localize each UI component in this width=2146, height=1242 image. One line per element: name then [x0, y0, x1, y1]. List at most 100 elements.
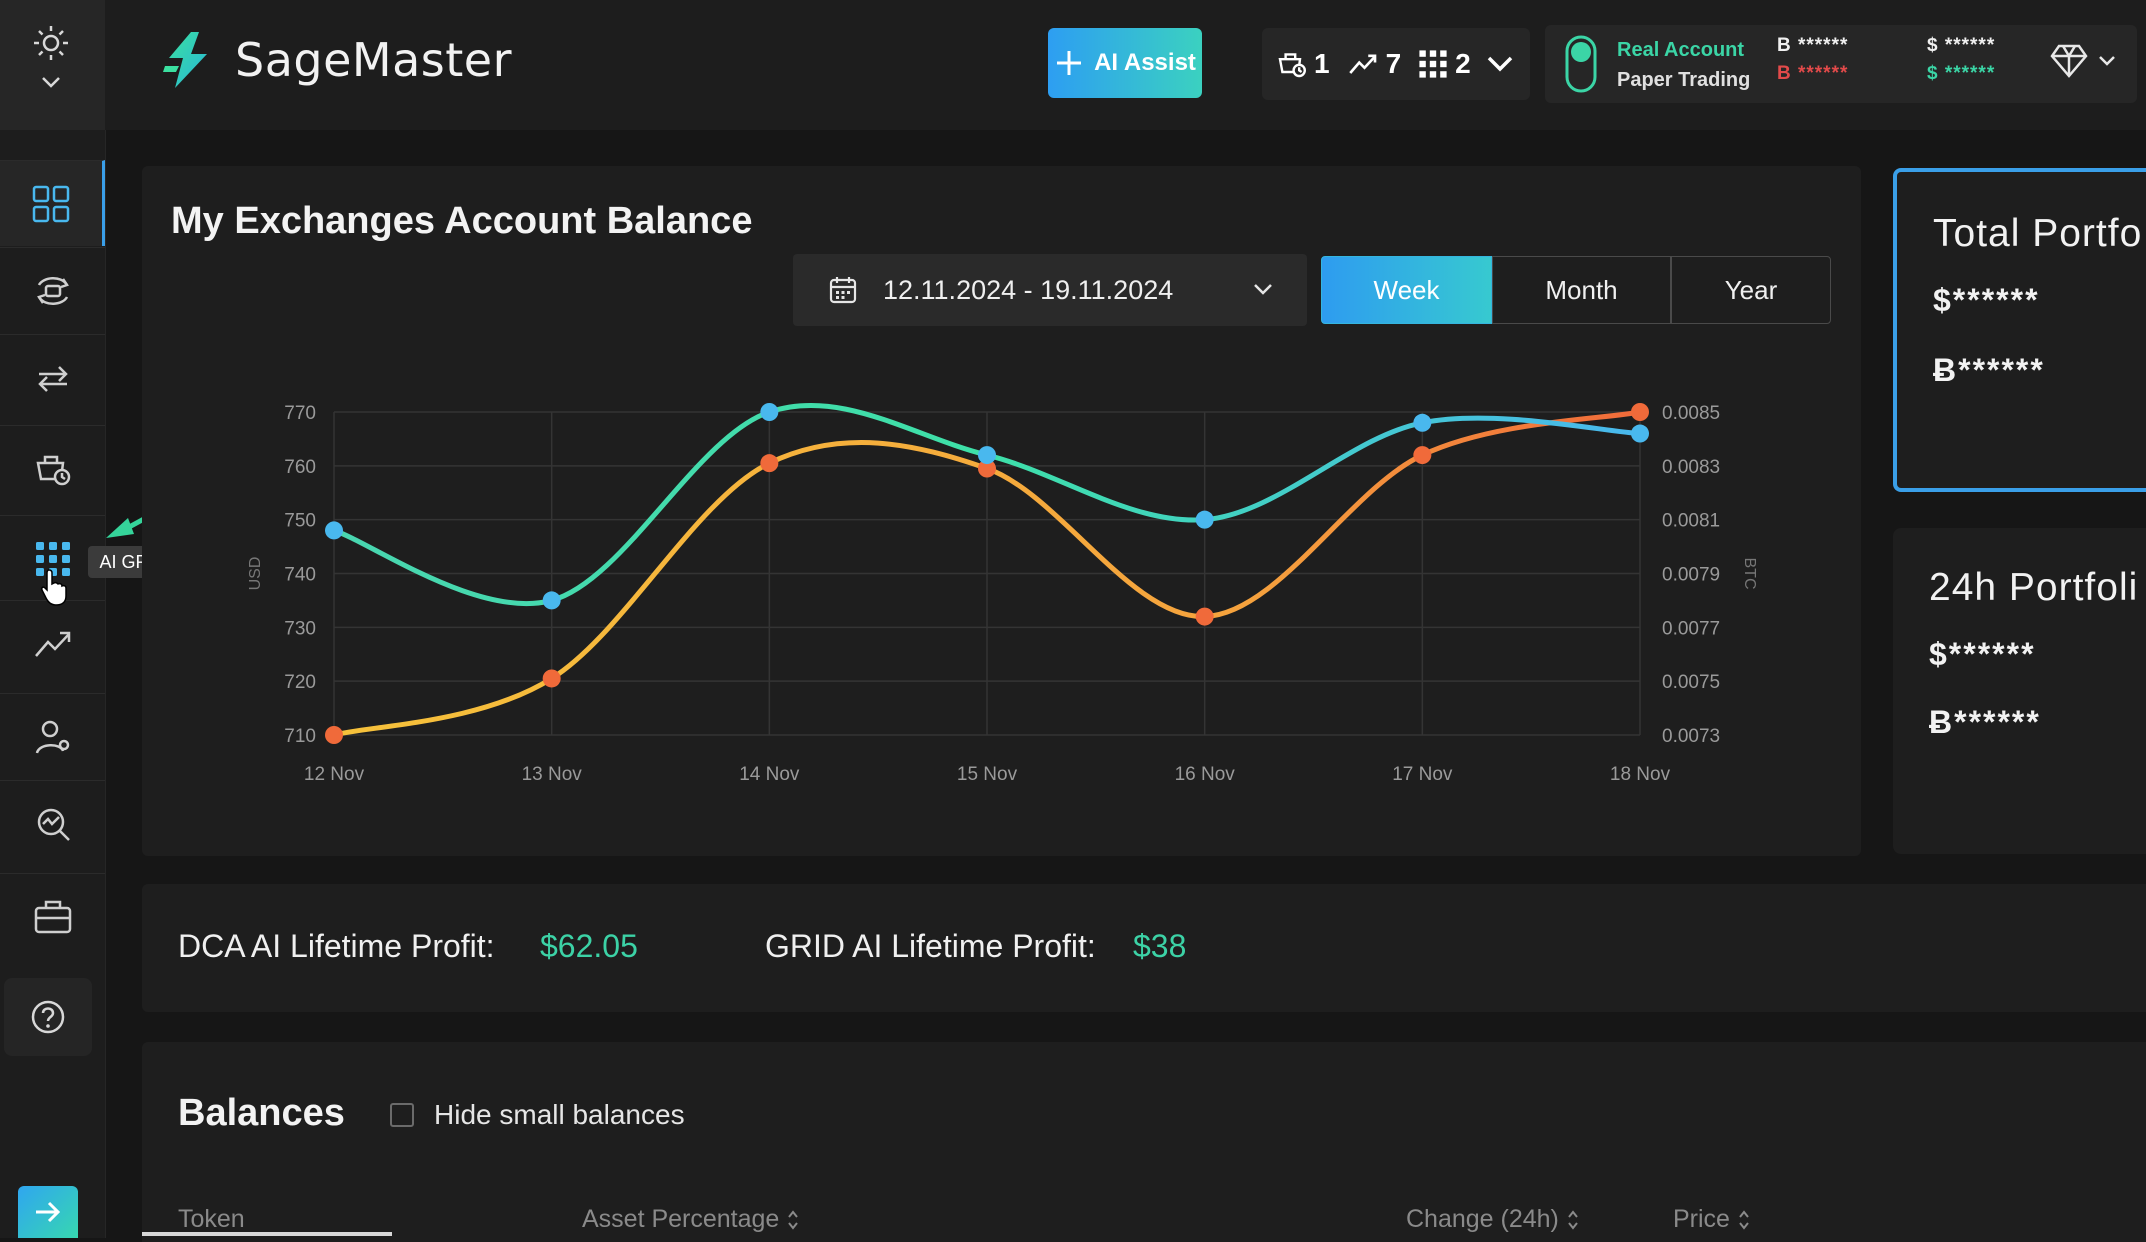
column-asset-percentage[interactable]: Asset Percentage: [582, 1205, 799, 1234]
help-button[interactable]: [4, 978, 92, 1056]
account-switcher[interactable]: Real Account Paper Trading B ****** B **…: [1545, 25, 2137, 103]
user-icon: [35, 720, 69, 754]
sidebar-item-smart-trade[interactable]: [0, 425, 105, 512]
total-portfolio-card: Total Portfo $****** Ƀ******: [1893, 168, 2146, 492]
y-right-tick-label: 0.0085: [1662, 403, 1720, 424]
btc-series-point: [542, 669, 561, 688]
x-tick-label: 15 Nov: [957, 764, 1018, 785]
smart-trade-icon: [35, 455, 70, 486]
x-tick-label: 16 Nov: [1175, 764, 1236, 785]
usd-series-point: [978, 446, 996, 465]
ai-grid-icon: [1419, 50, 1447, 78]
real-btc-balance: B ******: [1777, 35, 1849, 56]
smart-trade-icon: [1278, 53, 1306, 78]
ai-assist-label: AI Assist: [1094, 49, 1196, 76]
help-icon: [31, 1000, 65, 1034]
trend-up-icon: [1348, 54, 1376, 74]
sort-icon: [788, 1209, 799, 1230]
y-tick-label: 760: [284, 457, 316, 478]
usd-series-point: [325, 521, 343, 540]
sidebar-item-dca-bots[interactable]: [0, 247, 105, 334]
paper-usd-balance: $ ******: [1927, 63, 1996, 84]
calendar-icon: [829, 277, 857, 304]
hide-small-balances-label[interactable]: Hide small balances: [434, 1099, 685, 1130]
usd-series-point: [1631, 424, 1649, 443]
chevron-down-icon: [2099, 56, 2115, 66]
day-portfolio-card: 24h Portfoli $****** Ƀ******: [1893, 528, 2146, 854]
y-axis-title: USD: [247, 557, 264, 591]
column-change-24h[interactable]: Change (24h): [1406, 1205, 1579, 1234]
column-price[interactable]: Price: [1673, 1205, 1750, 1234]
trades-icon: [37, 366, 68, 392]
bot-counters[interactable]: 1 7 2: [1262, 28, 1530, 100]
period-month-button[interactable]: Month: [1492, 256, 1671, 324]
toggle-icon: [1565, 35, 1597, 93]
x-tick-label: 12 Nov: [304, 764, 365, 785]
trades-count: 7: [1385, 48, 1402, 79]
chart-axes: 770 0.0085 760 0.0083 750 0.0081 740 0.0079 730 0…: [247, 403, 1758, 785]
column-asset-percentage-label: Asset Percentage: [582, 1205, 780, 1233]
grid-count: 2: [1455, 48, 1471, 79]
hide-small-balances-checkbox[interactable]: [390, 1103, 414, 1127]
expand-sidebar-button[interactable]: [18, 1186, 78, 1238]
sidebar-item-scanner[interactable]: [0, 780, 105, 867]
balance-chart[interactable]: 770 0.0085 760 0.0083 750 0.0081 740 0.0079 730 0…: [0, 0, 1860, 860]
column-token-label: Token: [178, 1205, 245, 1233]
y-tick-label: 750: [284, 511, 316, 532]
btc-series-point: [1195, 607, 1214, 626]
plan-menu[interactable]: [2050, 43, 2116, 79]
column-token[interactable]: Token: [178, 1205, 245, 1234]
sort-icon: [1568, 1209, 1578, 1230]
sidebar-item-trades[interactable]: [0, 334, 105, 421]
y-right-axis-title: BTC: [1741, 558, 1758, 590]
ai-assist-button[interactable]: AI Assist: [1048, 28, 1202, 98]
period-year-button[interactable]: Year: [1671, 256, 1831, 324]
ai-grid-icon: [35, 542, 70, 576]
y-tick-label: 770: [284, 403, 316, 424]
diamond-icon: [2050, 44, 2088, 78]
sort-icon: [1739, 1209, 1749, 1230]
grid-profit-label: GRID AI Lifetime Profit:: [765, 928, 1096, 964]
y-right-tick-label: 0.0077: [1662, 618, 1720, 639]
dca-bots-counter: 1: [1276, 48, 1330, 80]
column-price-label: Price: [1673, 1205, 1730, 1233]
y-right-tick-label: 0.0081: [1662, 511, 1720, 532]
y-tick-label: 710: [284, 726, 316, 747]
usd-series-point: [1195, 510, 1214, 529]
chart-series: [325, 402, 1649, 744]
dca-bots-icon: [36, 277, 69, 305]
sidebar-item-ai-grid[interactable]: [0, 515, 105, 602]
brand[interactable]: SageMaster: [163, 32, 512, 88]
total-portfolio-usd: $******: [1933, 282, 2040, 318]
y-tick-label: 740: [284, 565, 316, 586]
total-portfolio-btc: Ƀ******: [1933, 352, 2045, 388]
dca-profit-label: DCA AI Lifetime Profit:: [178, 928, 495, 964]
dashboard-icon: [32, 185, 70, 222]
dca-profit-value: $62.05: [540, 928, 638, 964]
x-tick-label: 14 Nov: [739, 764, 800, 785]
sidebar-item-dashboard[interactable]: [0, 160, 105, 246]
y-right-tick-label: 0.0075: [1662, 672, 1720, 693]
trend-up-icon: [34, 631, 70, 657]
grid-counter: 2: [1417, 48, 1471, 80]
btc-series-point: [1413, 446, 1432, 465]
period-week-button[interactable]: Week: [1321, 256, 1492, 324]
profit-card: [142, 884, 2146, 1012]
date-range-text: 12.11.2024 - 19.11.2024: [883, 274, 1174, 305]
chevron-down-icon: [42, 77, 60, 88]
logo-icon: [163, 32, 207, 88]
trades-counter: 7: [1346, 48, 1402, 80]
real-account-label: Real Account: [1617, 39, 1745, 61]
y-right-tick-label: 0.0083: [1662, 457, 1720, 478]
table-scroll-indicator: [142, 1232, 392, 1236]
date-range-picker[interactable]: 12.11.2024 - 19.11.2024: [793, 254, 1307, 326]
sidebar-item-portfolio[interactable]: [0, 873, 105, 960]
btc-series-point: [325, 726, 343, 744]
arrow-right-icon: [36, 1201, 61, 1223]
theme-toggle[interactable]: [26, 24, 76, 104]
paper-trading-label: Paper Trading: [1617, 69, 1751, 91]
sidebar-item-affiliate[interactable]: [0, 693, 105, 780]
btc-series-point: [1631, 403, 1649, 421]
x-tick-label: 18 Nov: [1610, 764, 1671, 785]
chevron-down-icon: [1254, 284, 1272, 295]
